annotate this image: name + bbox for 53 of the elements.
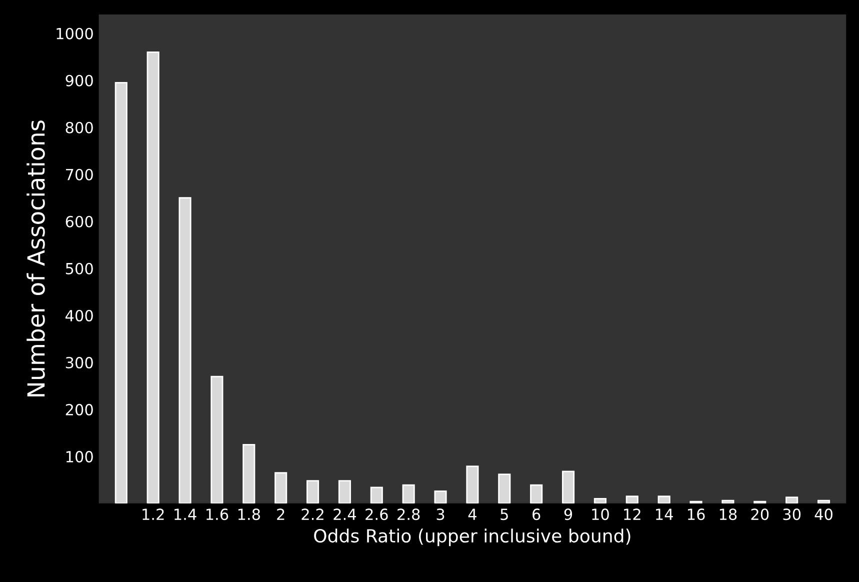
y-tick-label: 900	[66, 74, 93, 86]
bar	[370, 486, 383, 504]
y-tick-label: 600	[66, 216, 93, 228]
x-tick-label: 30	[783, 508, 801, 520]
x-tick-label: 5	[500, 508, 508, 520]
bar	[658, 496, 670, 504]
x-tick-label: 1.8	[238, 508, 260, 520]
y-tick-label: 100	[66, 450, 93, 462]
y-tick-label: 800	[66, 122, 93, 134]
y-tick-label: 200	[66, 404, 93, 416]
bar	[466, 466, 479, 504]
bar	[338, 480, 351, 504]
x-tick-label: 3	[436, 508, 444, 520]
bar	[434, 490, 447, 504]
bar	[530, 484, 543, 504]
x-tick-label: 1.6	[206, 508, 228, 520]
x-tick-label: 2.2	[302, 508, 324, 520]
bar	[178, 197, 192, 504]
x-tick-label: 12	[624, 508, 640, 520]
bar	[210, 376, 224, 504]
x-tick-label: 14	[656, 508, 673, 520]
bar	[306, 480, 320, 504]
x-tick-label: 2.6	[366, 508, 388, 520]
y-tick-label: 300	[66, 356, 93, 368]
x-tick-label: 10	[592, 508, 609, 520]
y-tick-label: 400	[66, 310, 93, 322]
y-tick-label: 700	[66, 168, 93, 180]
x-tick-label: 16	[688, 508, 705, 520]
y-tick-label: 500	[66, 262, 93, 274]
bar	[114, 82, 128, 504]
bar	[242, 444, 256, 504]
x-tick-label: 20	[751, 508, 769, 520]
x-tick-label: 2.8	[398, 508, 420, 520]
bar	[786, 496, 798, 504]
bar	[146, 51, 160, 504]
x-tick-label: 18	[720, 508, 737, 520]
y-tick-label: 1000	[56, 28, 93, 40]
bar	[402, 484, 415, 504]
x-tick-label: 2	[277, 508, 284, 520]
x-tick-label: 1.4	[174, 508, 196, 520]
x-tick-label: 4	[468, 508, 476, 520]
y-axis-title: Number of Associations	[26, 120, 45, 396]
bar	[562, 470, 575, 504]
bar	[626, 496, 638, 504]
bar	[498, 474, 511, 504]
x-axis-title: Odds Ratio (upper inclusive bound)	[314, 528, 630, 546]
x-tick-label: 1.2	[142, 508, 164, 520]
x-tick-label: 9	[564, 508, 572, 520]
bar	[274, 472, 288, 504]
bar	[594, 498, 606, 504]
x-tick-label: 2.4	[334, 508, 356, 520]
x-tick-label: 6	[532, 508, 540, 520]
x-tick-label: 40	[814, 508, 832, 520]
